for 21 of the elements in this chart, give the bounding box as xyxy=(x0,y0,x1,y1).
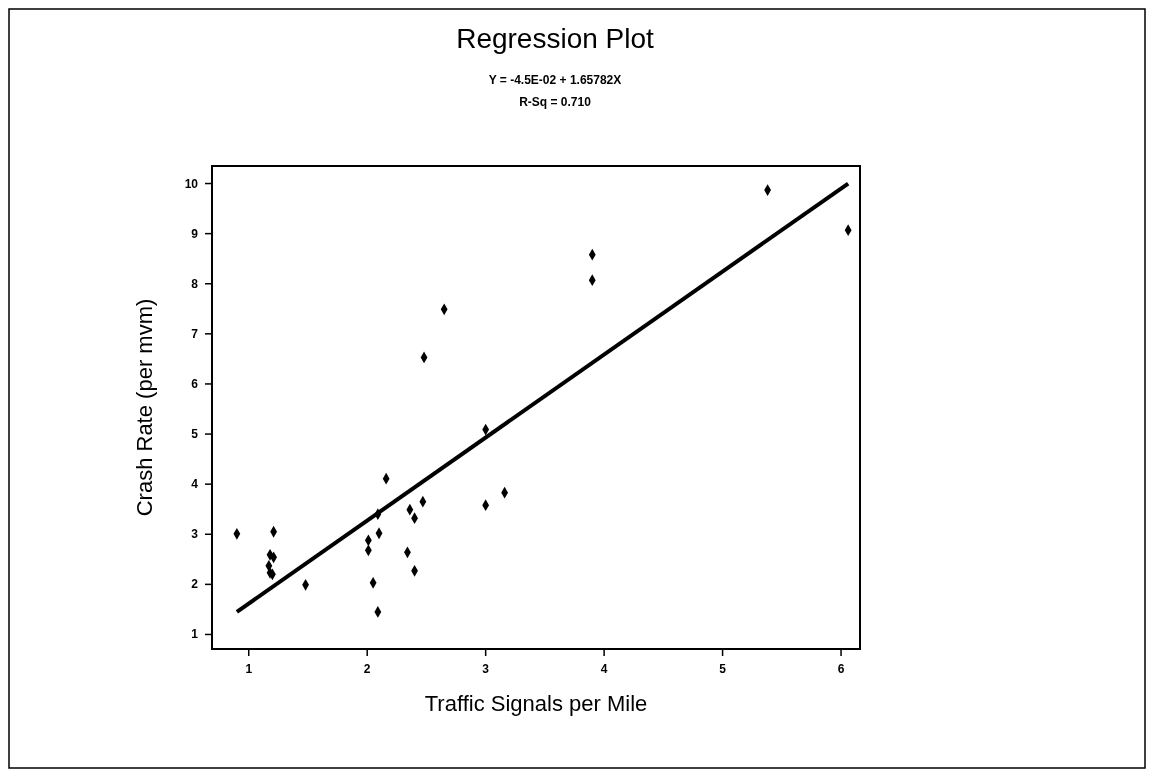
y-tick-label: 5 xyxy=(191,427,199,442)
y-tick-label: 3 xyxy=(191,527,199,542)
x-axis-title: Traffic Signals per Mile xyxy=(424,691,648,716)
y-tick-label: 6 xyxy=(191,376,199,391)
y-tick-label: 8 xyxy=(191,276,199,291)
text: R-Sq = 0.710 xyxy=(519,95,592,109)
x-tick-label: 2 xyxy=(363,662,371,676)
y-tick-label: 2 xyxy=(191,577,199,592)
chart-subtitle: Y = -4.5E-02 + 1.65782X xyxy=(488,73,622,87)
y-tick-label: 9 xyxy=(191,226,199,241)
y-tick-label: 1 xyxy=(191,627,199,642)
y-tick-label: 10 xyxy=(184,176,199,191)
x-tick-label: 6 xyxy=(837,662,845,676)
x-tick-label: 5 xyxy=(719,662,727,676)
x-tick-label: 3 xyxy=(482,662,490,676)
x-tick-label: 1 xyxy=(245,662,253,676)
chart-title: Regression Plot xyxy=(456,23,655,54)
x-tick-label: 4 xyxy=(600,662,608,676)
y-axis-title: Crash Rate (per mvm) xyxy=(132,298,157,517)
y-tick-label: 4 xyxy=(191,477,199,492)
y-tick-label: 7 xyxy=(191,326,199,341)
